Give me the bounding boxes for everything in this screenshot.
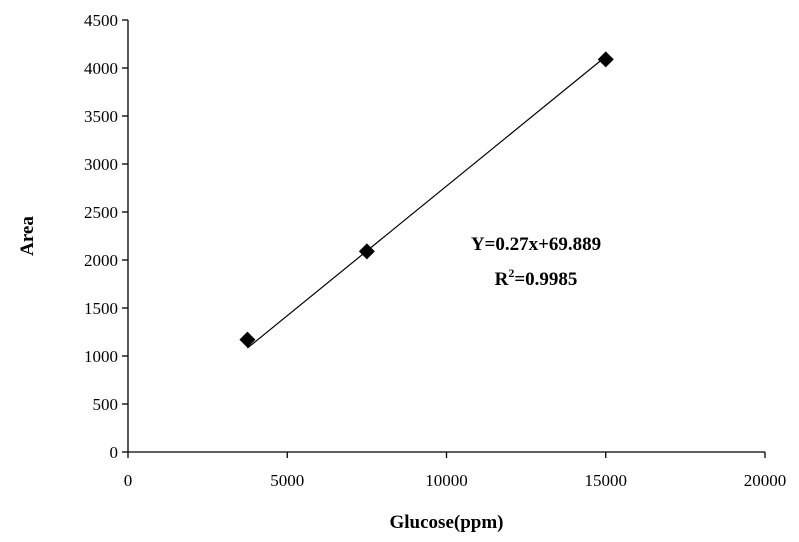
y-tick-label: 4500 bbox=[84, 11, 118, 30]
x-axis-title: Glucose(ppm) bbox=[390, 512, 504, 533]
y-axis-ticks: 0 500 1000 1500 2000 2500 3000 3500 4000 4500 bbox=[84, 11, 128, 462]
regression-equation: Y=0.27x+69.889 bbox=[471, 234, 601, 255]
y-tick-label: 500 bbox=[93, 395, 119, 414]
x-tick-label: 5000 bbox=[270, 471, 304, 490]
x-tick-label: 20000 bbox=[744, 471, 787, 490]
y-tick-label: 2500 bbox=[84, 203, 118, 222]
y-tick-label: 0 bbox=[110, 443, 119, 462]
x-tick-label: 10000 bbox=[425, 471, 468, 490]
y-tick-label: 4000 bbox=[84, 59, 118, 78]
data-point bbox=[358, 243, 375, 260]
y-tick-label: 3500 bbox=[84, 107, 118, 126]
data-point bbox=[597, 51, 614, 68]
y-tick-label: 3000 bbox=[84, 155, 118, 174]
y-tick-label: 1000 bbox=[84, 347, 118, 366]
r2-prefix: R bbox=[495, 269, 509, 290]
y-tick-label: 1500 bbox=[84, 299, 118, 318]
x-axis-ticks: 0 5000 10000 15000 20000 bbox=[124, 452, 787, 490]
y-axis-title: Area bbox=[17, 216, 38, 256]
y-tick-label: 2000 bbox=[84, 251, 118, 270]
x-tick-label: 15000 bbox=[585, 471, 628, 490]
r-squared-annotation: R2=0.9985 bbox=[495, 266, 578, 290]
x-tick-label: 0 bbox=[124, 471, 133, 490]
trendline bbox=[247, 56, 607, 349]
r2-value: =0.9985 bbox=[514, 269, 577, 290]
data-markers bbox=[239, 51, 614, 348]
r2-superscript: 2 bbox=[508, 266, 514, 280]
data-point bbox=[239, 331, 256, 348]
